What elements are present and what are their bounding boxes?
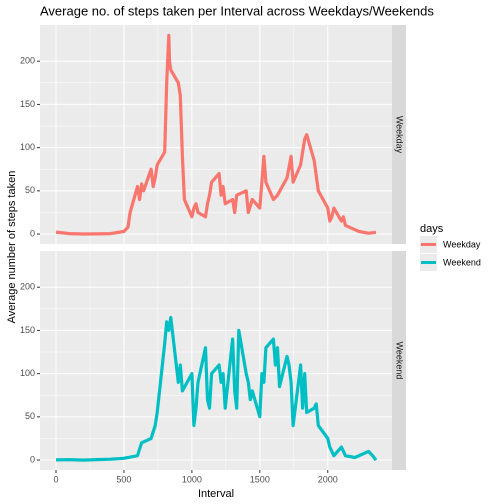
- y-tick-label: 0: [30, 454, 35, 464]
- y-tick-label: 50: [25, 411, 35, 421]
- x-tick-label: 2000: [318, 474, 338, 484]
- legend-label: Weekday: [443, 239, 481, 249]
- data-line: [55, 33, 377, 236]
- chart-title: Average no. of steps taken per Interval …: [40, 3, 434, 18]
- y-tick-label: 200: [20, 56, 35, 66]
- panel-background: [40, 25, 392, 244]
- legend-label: Weekend: [443, 257, 481, 267]
- strip-label: Weekday: [395, 116, 405, 154]
- panel-background: [40, 251, 392, 470]
- strip: [392, 25, 406, 244]
- x-tick-label: 500: [116, 474, 131, 484]
- strip-label: Weekend: [395, 342, 405, 380]
- y-tick-label: 0: [30, 228, 35, 238]
- y-tick-label: 150: [20, 99, 35, 109]
- x-tick-label: 1500: [250, 474, 270, 484]
- strip: [392, 251, 406, 470]
- x-tick-label: 1000: [182, 474, 202, 484]
- y-axis-label: Average number of steps taken: [6, 171, 18, 324]
- y-tick-label: 150: [20, 325, 35, 335]
- x-axis-label: Interval: [198, 488, 234, 500]
- y-tick-label: 200: [20, 282, 35, 292]
- x-tick-label: 0: [53, 474, 58, 484]
- y-tick-label: 100: [20, 368, 35, 378]
- data-line: [55, 315, 378, 462]
- y-tick-label: 50: [25, 185, 35, 195]
- y-tick-label: 100: [20, 142, 35, 152]
- legend-title: days: [420, 223, 444, 235]
